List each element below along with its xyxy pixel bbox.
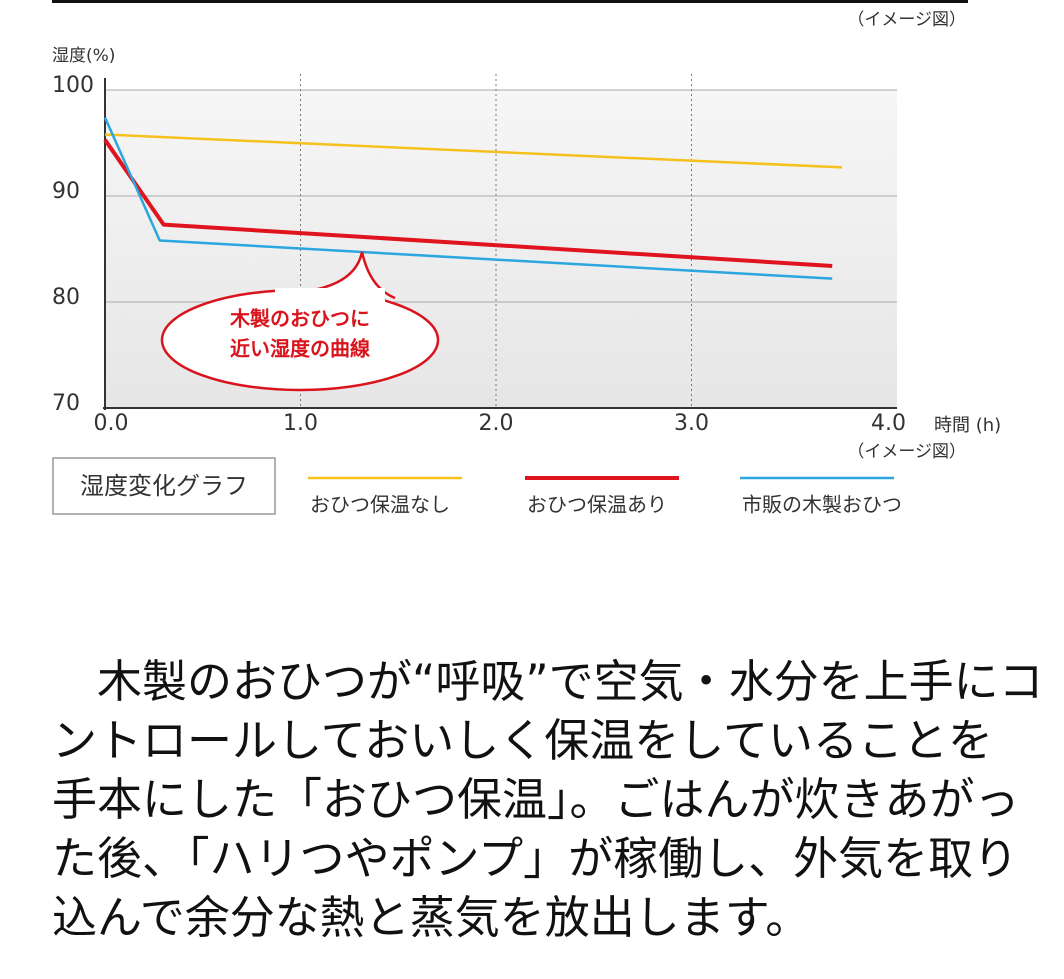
note-top: （イメージ図） [847,10,966,30]
y-tick-label: 90 [52,179,80,204]
x-tick-label: 2.0 [479,411,514,436]
y-axis-label: 湿度(%) [52,46,115,66]
annotation-bubble: 木製のおひつに 近い湿度の曲線 [160,251,440,392]
note: （イメージ図） [847,442,966,462]
top-rule [52,0,968,3]
x-tick-label: 1.0 [283,411,318,436]
chart: （イメージ図） 湿度(%) 木製のおひつに 近い湿度の曲線 時間 (h) （イメ… [52,0,1001,517]
annotation-line: 木製のおひつに [229,307,370,331]
paragraph-line: た後、「ハリつやポンプ」が稼働し、外気を取り [52,832,1019,885]
paragraph: 木製のおひつが“呼吸”で空気・水分を上手にコ ントロールしておいしく保温をしている… [52,652,1052,947]
y-tick-label: 100 [52,73,94,98]
legend-title-box [52,457,276,515]
x-tick-label: 3.0 [674,411,709,436]
series-line [103,138,833,268]
paragraph-line: 手本にした「おひつ保温」。ごはんが炊きあがっ [52,773,1020,826]
legend-title: 湿度変化グラフ [80,472,248,500]
bubble-joint [275,288,385,302]
x-axis-label: 時間 (h) [934,415,1001,436]
legend-label: おひつ保温なし [310,493,450,517]
series-line [103,117,833,280]
x-tick-label: 0.0 [94,411,129,436]
paragraph-line: 木製のおひつが“呼吸”で空気・水分を上手にコ [52,655,1044,708]
series-line [104,133,843,169]
y-tick-label: 80 [52,285,80,310]
paragraph-line: 込んで余分な熱と蒸気を放出します。 [52,891,811,944]
legend-label: 市販の木製おひつ [742,493,902,517]
paragraph-line: ントロールしておいしく保温をしていることを [52,714,993,767]
x-tick-label: 4.0 [871,411,906,436]
y-tick-label: 70 [52,391,80,416]
legend-label: おひつ保温あり [527,493,667,517]
annotation-line: 近い湿度の曲線 [230,337,370,361]
